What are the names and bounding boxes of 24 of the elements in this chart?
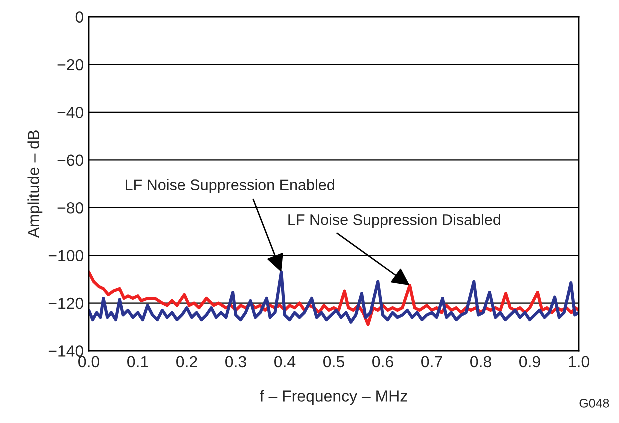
x-tick-label: 0.6 (372, 356, 394, 368)
x-tick-label: 0.2 (176, 356, 198, 368)
x-tick-label: 0.5 (324, 356, 344, 368)
y-tick-label: 0 (76, 12, 84, 23)
x-tick-label: 0.8 (470, 356, 492, 368)
y-tick-label: −60 (58, 154, 84, 166)
y-tick-label: −80 (58, 202, 84, 214)
x-axis-title: f – Frequency – MHz (260, 390, 408, 406)
y-tick-label: −100 (48, 250, 84, 262)
x-tick-label: 0.0 (78, 356, 100, 368)
x-tick-label: 0.4 (274, 356, 296, 368)
x-tick-label: 0.3 (226, 356, 246, 368)
y-axis-title: Amplitude – dB (28, 130, 43, 238)
y-tick-label: −20 (58, 59, 84, 71)
annotation: LF Noise Suppression Disabled (288, 214, 500, 228)
x-tick-label: 0.9 (520, 356, 540, 368)
x-tick-label: 0.1 (128, 356, 148, 368)
x-tick-label: 0.7 (422, 356, 442, 368)
y-tick-label: −140 (48, 346, 84, 357)
x-tick-label: 1.0 (569, 356, 590, 368)
annotation: LF Noise Suppression Enabled (126, 179, 334, 194)
y-tick-label: −120 (48, 298, 84, 310)
text: G048 (580, 398, 610, 408)
y-tick-label: −40 (58, 107, 84, 118)
